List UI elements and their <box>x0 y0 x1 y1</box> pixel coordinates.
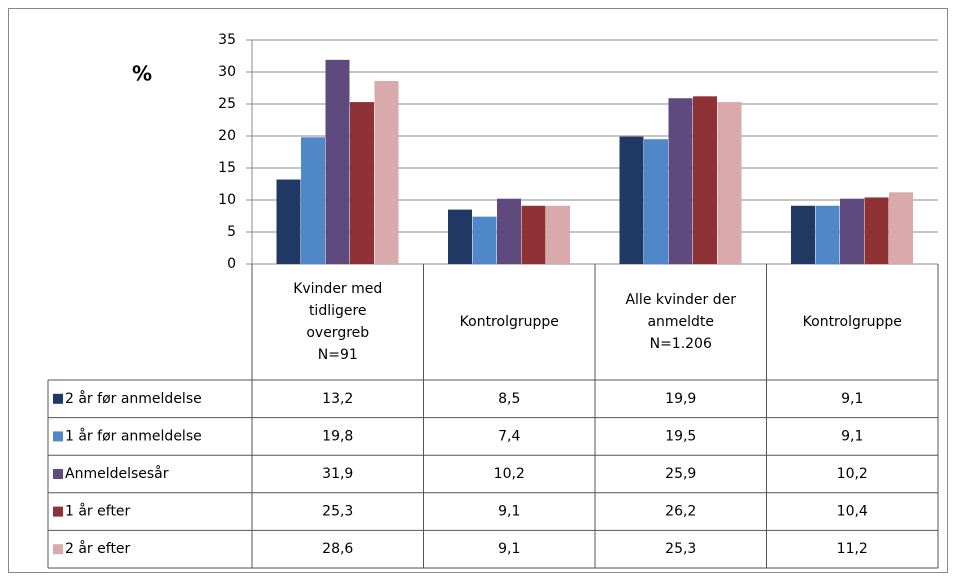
bar <box>815 205 840 264</box>
bar <box>546 205 570 264</box>
bar <box>791 205 815 264</box>
bar <box>301 137 325 264</box>
table-value: 9,1 <box>841 391 863 407</box>
bar <box>472 216 497 264</box>
table-value: 9,1 <box>841 428 863 444</box>
legend-label: Anmeldelsesår <box>65 465 169 482</box>
table-value: 9,1 <box>498 541 520 557</box>
y-tick-label: 0 <box>227 256 236 272</box>
bar <box>717 102 742 264</box>
table-value: 7,4 <box>498 428 520 444</box>
y-tick-label: 25 <box>218 96 236 112</box>
bar <box>448 209 472 264</box>
table-value: 10,4 <box>837 504 868 520</box>
legend-label: 2 år efter <box>65 540 131 557</box>
table-value: 13,2 <box>322 391 353 407</box>
table-value: 31,9 <box>322 466 353 482</box>
legend-key <box>53 469 63 479</box>
bar <box>350 102 374 264</box>
table-value: 19,8 <box>322 428 353 444</box>
legend-key <box>53 544 63 555</box>
y-tick-label: 5 <box>227 224 236 240</box>
y-tick-label: 10 <box>218 192 236 208</box>
table-value: 26,2 <box>665 504 696 520</box>
x-tick-label: N=1.206 <box>650 336 712 352</box>
x-tick-label: N=91 <box>318 347 358 363</box>
bar <box>693 96 717 264</box>
chart-frame <box>8 8 948 573</box>
bar <box>889 192 913 264</box>
bar <box>325 59 350 265</box>
table-value: 19,5 <box>665 428 696 444</box>
table-value: 25,3 <box>322 504 353 520</box>
legend-key <box>53 393 63 404</box>
y-tick-label: 30 <box>218 64 236 80</box>
x-tick-label: Kontrolgruppe <box>803 314 902 330</box>
table-value: 10,2 <box>494 466 525 482</box>
bar <box>840 198 864 264</box>
y-tick-label: 35 <box>218 32 236 48</box>
x-tick-label: Alle kvinder der <box>625 292 736 308</box>
bar <box>644 139 668 264</box>
y-tick-label: 15 <box>218 160 236 176</box>
bar <box>497 198 521 264</box>
bar <box>864 197 889 264</box>
legend-label: 1 år efter <box>65 503 131 520</box>
table-value: 28,6 <box>322 541 353 557</box>
legend-key <box>53 506 63 517</box>
x-tick-label: overgreb <box>306 325 369 341</box>
legend-key <box>53 431 63 442</box>
x-tick-label: Kvinder med <box>293 281 382 297</box>
table-value: 25,3 <box>665 541 696 557</box>
x-tick-label: tidligere <box>309 303 367 319</box>
table-value: 10,2 <box>837 466 868 482</box>
x-tick-label: anmeldte <box>647 314 714 330</box>
table-value: 25,9 <box>665 466 696 482</box>
bar <box>619 136 644 264</box>
bar <box>668 98 693 265</box>
table-value: 19,9 <box>665 391 696 407</box>
bar <box>276 179 301 264</box>
table-value: 11,2 <box>837 541 868 557</box>
table-value: 9,1 <box>498 504 520 520</box>
bar <box>521 205 546 264</box>
legend-label: 2 år før anmeldelse <box>65 390 202 407</box>
table-value: 8,5 <box>498 391 520 407</box>
x-tick-label: Kontrolgruppe <box>460 314 559 330</box>
y-axis-label: % <box>132 62 152 86</box>
bar <box>374 80 399 265</box>
legend-label: 1 år før anmeldelse <box>65 427 202 444</box>
y-tick-label: 20 <box>218 128 236 144</box>
